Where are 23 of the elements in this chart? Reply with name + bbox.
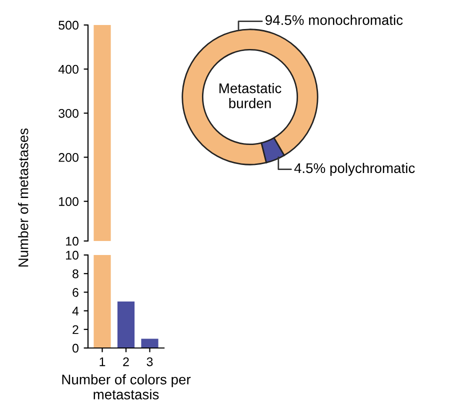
y-tick-label: 6 [72, 288, 78, 297]
y-tick-label: 300 [58, 108, 78, 118]
y-tick-label: 400 [58, 64, 78, 74]
bar [94, 255, 111, 348]
y-tick-label: 100 [59, 197, 78, 206]
bar [141, 338, 158, 348]
y-axis-title: Number of metastases [18, 128, 28, 267]
x-tick-label: 1 [100, 357, 106, 366]
x-tick-label: 3 [146, 357, 153, 366]
bar [117, 302, 135, 348]
x-tick-label: 2 [123, 357, 129, 366]
y-tick-label: 8 [72, 269, 78, 278]
slice-label: 94.5% monochromatic [266, 14, 403, 25]
y-tick-label: 200 [58, 153, 78, 162]
y-tick-label: 4 [72, 306, 79, 316]
y-tick-label: 10 [66, 250, 78, 260]
y-tick-label: 10 [66, 236, 78, 246]
y-tick-label: 0 [72, 344, 78, 353]
text: Metastatic burden [219, 83, 282, 108]
slice-label: 4.5% polychromatic [294, 162, 415, 176]
y-tick-label: 500 [58, 20, 78, 30]
y-tick-label: 2 [72, 325, 78, 334]
x-axis-title: Number of colors per metastasis [62, 374, 191, 400]
